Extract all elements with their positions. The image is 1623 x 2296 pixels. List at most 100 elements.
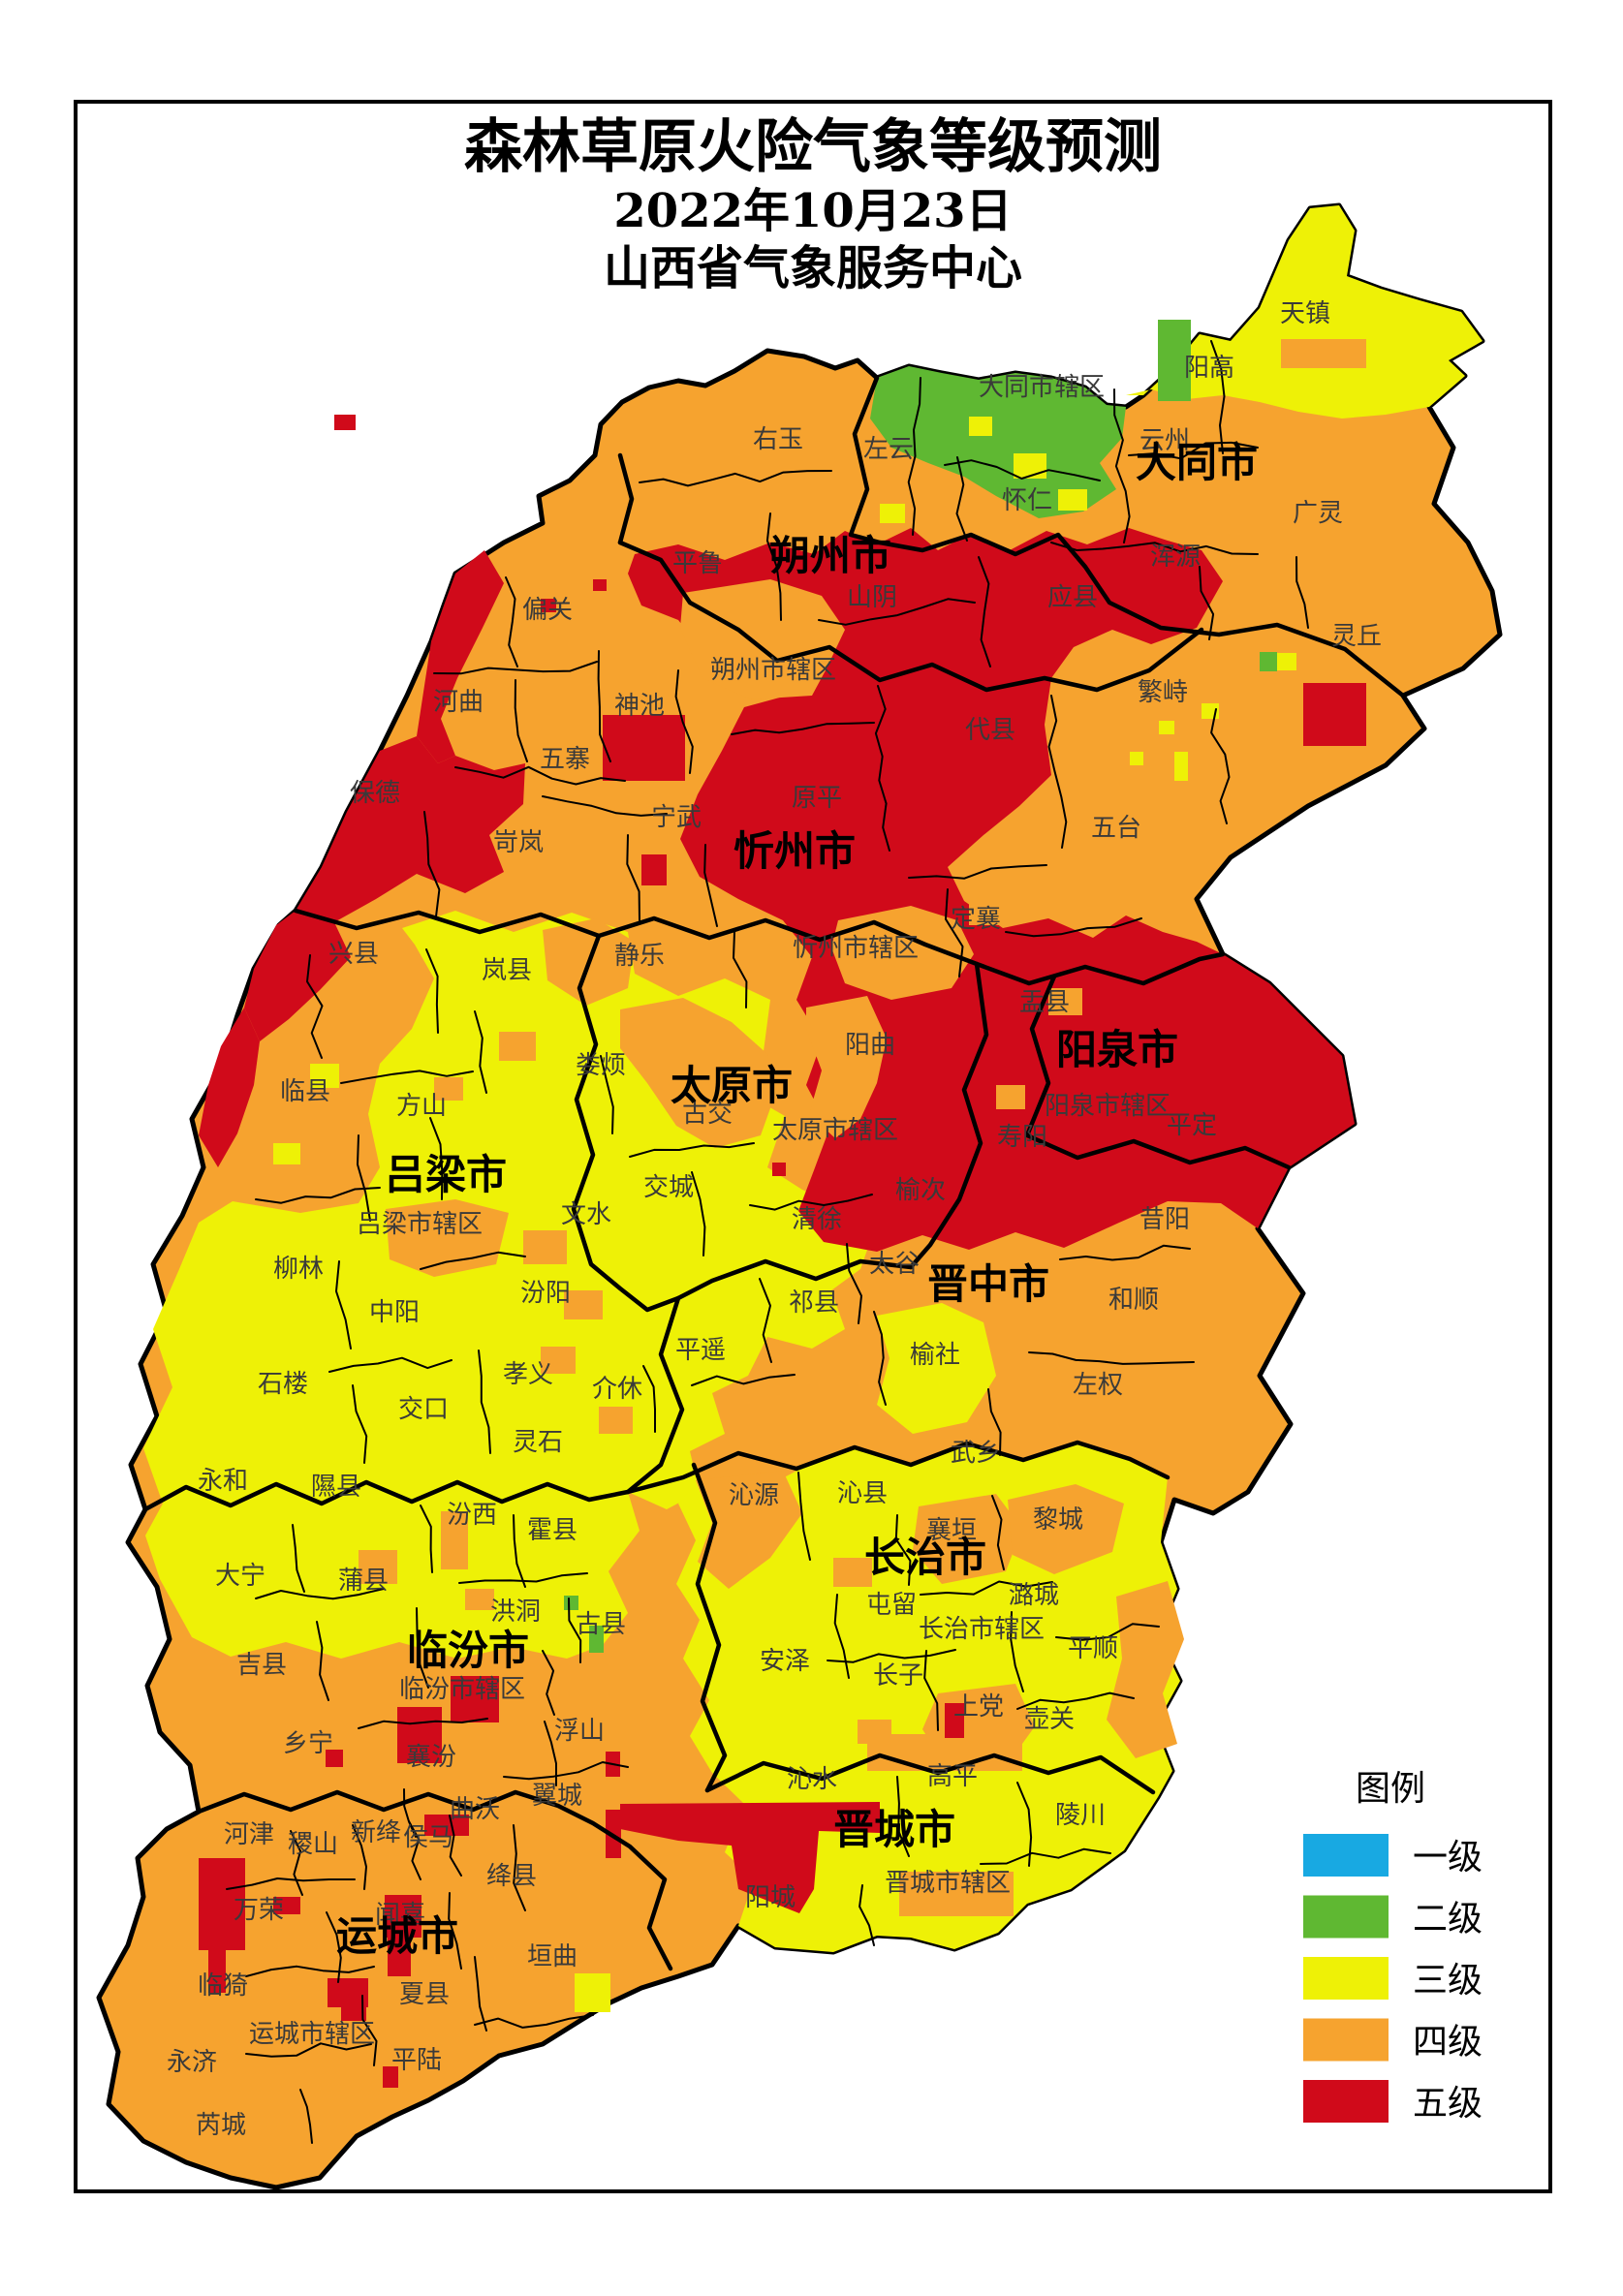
county-label-岢岚: 岢岚 (493, 828, 544, 857)
county-label-繁峙: 繁峙 (1138, 678, 1188, 707)
county-boundary-line (503, 1761, 629, 1781)
county-boundary-line (352, 1824, 367, 1890)
level-3-speck (1159, 721, 1174, 734)
county-boundary-line (448, 1892, 462, 1970)
level-3-speck (1130, 752, 1143, 765)
county-label-灵石: 灵石 (513, 1428, 563, 1457)
county-label-阳城: 阳城 (745, 1883, 796, 1912)
county-boundary-line (1059, 1244, 1191, 1261)
level-2-speck (589, 1626, 604, 1653)
level-5-speck (273, 1897, 300, 1914)
county-boundary-line (474, 2014, 594, 2029)
county-boundary-line (226, 1877, 356, 1890)
city-label-长治市: 长治市 (864, 1534, 986, 1581)
county-boundary-line (433, 661, 598, 675)
legend-label-四级: 四级 (1413, 2023, 1483, 2063)
mosaic-specks (199, 360, 1296, 2088)
county-label-忻州市辖区: 忻州市辖区 (793, 934, 919, 963)
county-label-文水: 文水 (561, 1200, 611, 1229)
county-label-长子: 长子 (873, 1661, 923, 1691)
county-label-天镇: 天镇 (1280, 299, 1330, 328)
county-boundary-line (513, 1514, 526, 1588)
county-boundary-line (458, 1572, 588, 1584)
county-label-晋城市辖区: 晋城市辖区 (885, 1869, 1011, 1898)
county-label-平鲁: 平鲁 (672, 549, 723, 578)
county-boundary-line (1128, 441, 1259, 460)
county-label-中阳: 中阳 (369, 1298, 420, 1327)
county-boundary-line (1005, 917, 1142, 938)
county-boundary-line (420, 1251, 526, 1270)
county-boundary-line (1210, 708, 1231, 824)
level-3-speck (1014, 453, 1046, 479)
county-boundary-line (245, 1965, 375, 1977)
county-boundary-line (846, 1243, 862, 1324)
county-label-孝义: 孝义 (503, 1360, 553, 1389)
county-boundary-line (797, 1472, 811, 1561)
county-boundary-line (514, 679, 528, 762)
county-label-新绛: 新绛 (351, 1818, 401, 1847)
county-boundary-line (474, 1956, 487, 2032)
level-5-speck (326, 1750, 343, 1767)
county-label-左云: 左云 (863, 435, 914, 464)
county-label-阳高: 阳高 (1184, 354, 1234, 383)
county-boundary-line (326, 1911, 342, 1983)
county-label-翼城: 翼城 (532, 1782, 582, 1811)
county-boundary-line (1295, 556, 1309, 629)
county-boundaries (226, 340, 1309, 2144)
county-label-阳泉市辖区: 阳泉市辖区 (1045, 1092, 1170, 1121)
county-boundary-line (357, 1134, 371, 1222)
county-boundary-line (568, 1598, 582, 1663)
county-label-高平: 高平 (927, 1762, 978, 1791)
county-boundary-line (245, 2042, 372, 2058)
level-3-speck (969, 417, 992, 436)
level-4-speck (858, 1720, 891, 1744)
county-boundary-line (1016, 1691, 1135, 1710)
county-label-临猗: 临猗 (198, 1971, 248, 2001)
level-5-speck (945, 1703, 964, 1738)
county-boundary-line (429, 1117, 444, 1200)
county-boundary-line (408, 1820, 421, 1880)
county-label-壶关: 壶关 (1024, 1705, 1075, 1734)
county-label-保德: 保德 (350, 779, 400, 808)
county-boundary-line (361, 1995, 378, 2066)
county-label-永济: 永济 (167, 2048, 217, 2077)
county-boundary-line (908, 864, 1047, 880)
prefecture-boundaries (142, 375, 1406, 1971)
county-boundary-line (358, 1718, 488, 1729)
county-boundary-line (1010, 1611, 1024, 1692)
county-label-古县: 古县 (576, 1610, 626, 1639)
county-boundary-line (759, 1278, 772, 1363)
county-boundary-line (1050, 542, 1259, 555)
county-boundary-line (474, 1010, 487, 1094)
county-label-乡宁: 乡宁 (283, 1729, 333, 1758)
county-boundary-line (1113, 388, 1131, 543)
city-label-大同市: 大同市 (1136, 439, 1258, 486)
county-label-太谷: 太谷 (869, 1250, 920, 1279)
county-boundary-line (874, 685, 890, 852)
level-3-speck (273, 1143, 300, 1164)
county-boundary-line (478, 1350, 491, 1454)
county-label-代县: 代县 (965, 716, 1015, 745)
page-title: 森林草原火险气象等级预测 (464, 113, 1162, 181)
level-4-speck (523, 1230, 567, 1264)
county-boundary-line (1047, 695, 1068, 849)
county-boundary-line (920, 1580, 1053, 1596)
county-boundary-line (328, 1356, 453, 1373)
county-label-吉县: 吉县 (236, 1651, 287, 1680)
level-5-speck (772, 1163, 786, 1176)
level-2-speck (564, 1596, 578, 1610)
county-boundary-line (255, 1588, 385, 1600)
city-label-太原市: 太原市 (671, 1062, 793, 1109)
county-label-吕梁市辖区: 吕梁市辖区 (357, 1210, 483, 1239)
county-label-榆社: 榆社 (910, 1341, 960, 1370)
legend-title: 图例 (1356, 1769, 1425, 1809)
level-4-speck (541, 1347, 576, 1374)
county-boundary-line (449, 1815, 462, 1877)
county-label-侯马: 侯马 (403, 1823, 453, 1852)
level-5-speck (397, 1707, 442, 1763)
county-boundary-line (894, 1514, 912, 1586)
county-label-河曲: 河曲 (433, 688, 484, 717)
county-label-古交: 古交 (682, 1100, 733, 1129)
